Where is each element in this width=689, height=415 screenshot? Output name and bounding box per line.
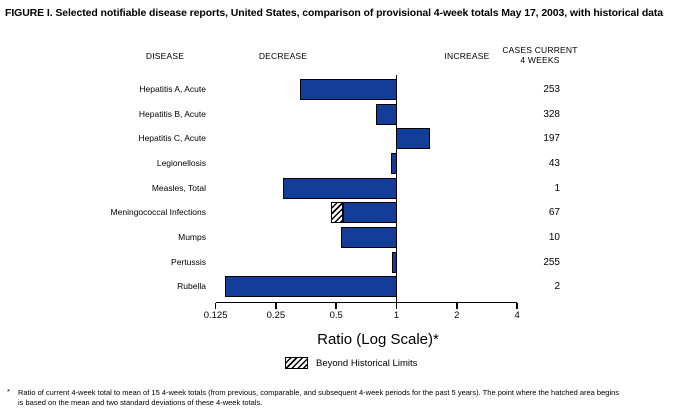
column-header-decrease: DECREASE [258, 51, 308, 61]
figure-title: FIGURE I. Selected notifiable disease re… [5, 7, 664, 19]
disease-label: Meningococcal Infections [110, 207, 206, 218]
legend: Beyond Historical Limits [285, 357, 417, 369]
x-axis-tick-label: 1 [393, 310, 400, 321]
x-axis-tick [335, 302, 337, 309]
hatched-pattern-swatch [285, 357, 308, 369]
x-axis-tick-label: 4 [514, 310, 520, 321]
cases-count: 43 [548, 157, 560, 169]
x-axis-tick [395, 302, 398, 309]
ratio-bar [375, 103, 398, 125]
footnote-text: Ratio of current 4-week total to mean of… [18, 388, 620, 408]
cases-count: 328 [543, 108, 560, 120]
cases-count: 255 [543, 256, 560, 268]
ratio-bar [225, 276, 398, 298]
x-axis-tick [214, 302, 217, 309]
ratio-bar [282, 177, 398, 199]
ratio-bar [396, 128, 430, 150]
disease-label: Rubella [177, 281, 206, 292]
ratio-1-reference-line [395, 75, 398, 303]
x-axis-tick-label: 0.125 [203, 310, 228, 321]
x-axis-tick-label: 0.25 [266, 310, 286, 321]
disease-label: Pertussis [171, 256, 206, 267]
x-axis-tick-label: 2 [454, 310, 460, 321]
cases-count: 1 [554, 182, 560, 194]
x-axis-line [215, 301, 518, 304]
cases-count: 197 [543, 133, 560, 145]
disease-label: Measles, Total [151, 182, 206, 193]
cases-count: 10 [548, 231, 560, 243]
column-header-disease: DISEASE [145, 51, 185, 61]
disease-label: Mumps [178, 231, 206, 242]
footnote: * Ratio of current 4-week total to mean … [7, 387, 685, 408]
ratio-bar [342, 202, 398, 224]
column-header-cases-current: CASES CURRENT 4 WEEKS [502, 45, 578, 66]
footnote-asterisk: * [7, 387, 10, 396]
x-axis-tick [275, 302, 277, 309]
disease-label: Legionellosis [156, 157, 206, 168]
disease-label: Hepatitis B, Acute [138, 108, 206, 119]
cases-count: 2 [554, 281, 560, 293]
x-axis-tick [516, 302, 518, 309]
disease-label: Hepatitis A, Acute [139, 84, 206, 94]
column-header-increase: INCREASE [444, 51, 490, 61]
x-axis-tick-label: 0.5 [329, 310, 343, 321]
x-axis-tick [456, 302, 458, 309]
ratio-bar-hatched-segment [330, 202, 343, 224]
legend-label: Beyond Historical Limits [316, 357, 418, 369]
cases-count: 253 [543, 84, 560, 95]
ratio-bar [341, 226, 398, 248]
x-axis-label: Ratio (Log Scale)* [317, 331, 439, 348]
disease-label: Hepatitis C, Acute [138, 133, 206, 144]
cases-count: 67 [548, 207, 560, 219]
ratio-bar [300, 79, 398, 100]
